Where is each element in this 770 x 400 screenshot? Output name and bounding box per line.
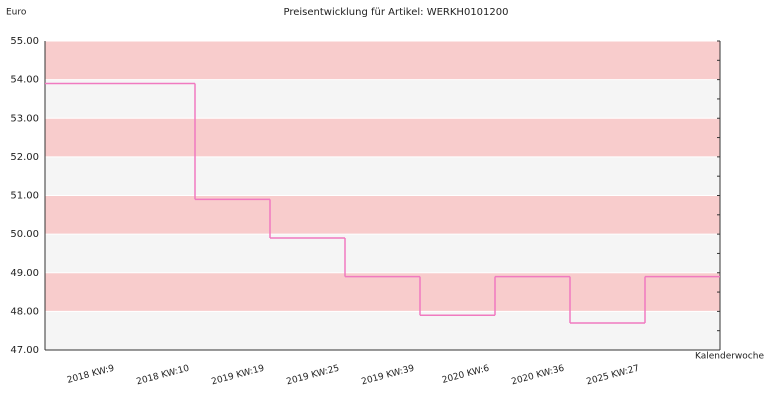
band: [45, 311, 720, 350]
chart-title: Preisentwicklung für Artikel: WERKH01012…: [283, 7, 508, 18]
band: [45, 234, 720, 273]
y-tick-label: 54.00: [10, 75, 39, 86]
y-tick-label: 49.00: [10, 268, 39, 279]
band: [45, 118, 720, 157]
x-tick-label: 2025 KW:27: [585, 364, 640, 388]
y-tick-label: 53.00: [10, 113, 39, 124]
band: [45, 41, 720, 80]
y-tick-label: 47.00: [10, 345, 39, 356]
x-tick-label: 2019 KW:25: [285, 364, 340, 388]
y-tick-label: 52.00: [10, 152, 39, 163]
y-tick-label: 50.00: [10, 229, 39, 240]
x-axis-label: Kalenderwoche: [695, 352, 764, 362]
x-tick-label: 2018 KW:9: [66, 364, 116, 386]
x-tick-label: 2019 KW:39: [360, 364, 415, 388]
y-tick-label: 51.00: [10, 191, 39, 202]
y-axis-label: Euro: [6, 8, 27, 18]
x-tick-label: 2020 KW:36: [510, 364, 565, 388]
x-tick-label: 2019 KW:19: [210, 364, 265, 388]
y-tick-label: 55.00: [10, 36, 39, 47]
x-tick-label: 2020 KW:6: [441, 364, 491, 386]
band: [45, 79, 720, 119]
y-tick-label: 48.00: [10, 306, 39, 317]
band: [45, 272, 720, 312]
band: [45, 156, 720, 196]
band: [45, 195, 720, 235]
x-tick-label: 2018 KW:10: [135, 364, 190, 388]
